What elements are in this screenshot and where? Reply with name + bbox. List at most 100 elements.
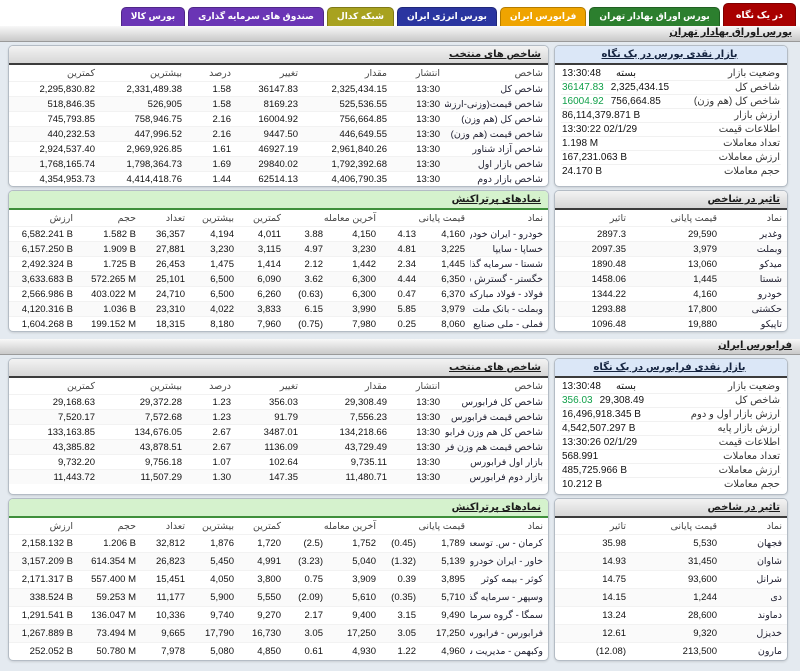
ifb-impact-header: تاثیر در شاخص — [555, 499, 787, 518]
ifb-indices-title[interactable]: شاخص های منتخب — [449, 362, 541, 373]
tab-commodity[interactable]: بورس کالا — [120, 7, 186, 26]
value-cell: 756,664.85 — [303, 111, 392, 127]
value-cell: 23,310 — [141, 301, 190, 317]
value-cell: 1.69 — [187, 156, 236, 172]
tab-tse[interactable]: بورس اوراق بهادار تهران — [589, 7, 720, 26]
symbol-link[interactable]: شستا — [722, 271, 787, 287]
value-cell: 43,878.51 — [100, 439, 187, 455]
symbol-link[interactable]: شاخص قیمت هم وزن فرابورس — [445, 439, 548, 455]
symbol-link[interactable]: میدکو — [722, 256, 787, 272]
column-header: مقدار — [364, 67, 387, 79]
value-cell: 24,710 — [141, 286, 190, 302]
symbol-link[interactable]: وسپهر - سرمایه گذاری مالی سپهرصادرات — [470, 588, 548, 607]
tab-codal[interactable]: شبکه کدال — [326, 7, 394, 26]
value-cell: 29,372.28 — [100, 394, 187, 410]
value-cell: 2897.3 — [555, 226, 631, 242]
value-cell: 9,665 — [141, 624, 190, 643]
ifb-impact-title[interactable]: تاثیر در شاخص — [707, 502, 780, 513]
symbol-link[interactable]: سمگا - گروه سرمایه گذاری میرات فرهنگی — [470, 606, 548, 625]
value-cell: 3,990 — [328, 301, 381, 317]
value-cell: 3.88 — [286, 226, 328, 242]
symbol-link[interactable]: خودرو — [722, 286, 787, 302]
tab-overview[interactable]: در یک نگاه — [722, 3, 796, 26]
symbol-link[interactable]: شاخص کل فرابورس — [445, 394, 548, 410]
symbol-link[interactable]: فملی - ملی صنایع مس ایران — [470, 316, 548, 331]
symbol-link[interactable]: وبملت - بانک ملت — [470, 301, 548, 317]
glance-number: 13:30:22 02/1/29 — [562, 124, 638, 135]
symbol-link[interactable]: شرانل — [722, 570, 787, 589]
symbol-link[interactable]: شاخص کل — [445, 81, 548, 97]
value-cell: 6,090 — [239, 271, 286, 287]
symbol-link[interactable]: حکشتی — [722, 301, 787, 317]
symbol-link[interactable]: وبملت — [722, 241, 787, 257]
tab-energy[interactable]: بورس انرژی ایران — [396, 7, 497, 26]
glance-value: 568.991 — [562, 451, 598, 462]
tse-actives-title[interactable]: نمادهای پرتراکنش — [451, 194, 541, 205]
symbol-link[interactable]: وغدیر — [722, 226, 787, 242]
value-cell: 17,790 — [190, 624, 239, 643]
value-cell: 0.61 — [286, 642, 328, 660]
value-cell: 1.61 — [187, 141, 236, 157]
symbol-link[interactable]: شاوان — [722, 552, 787, 571]
ifb-actives-title[interactable]: نمادهای پرتراکنش — [451, 502, 541, 513]
symbol-link[interactable]: شاخص قیمت (هم وزن) — [445, 126, 548, 142]
value-cell: 102.64 — [236, 454, 303, 470]
symbol-link[interactable]: شاخص آزاد شناور — [445, 141, 548, 157]
table-row: فجهان 5,530 35.98 — [555, 534, 787, 553]
symbol-link[interactable]: وکبهمن - مدیریت سرمایه گذاری کوثربهمن — [470, 642, 548, 660]
tse-impact-title[interactable]: تاثیر در شاخص — [707, 194, 780, 205]
value-cell: 1.23 — [187, 409, 236, 425]
ifb-glance-title[interactable]: بازار نقدی فرابورس در یک نگاه — [593, 362, 746, 373]
symbol-link[interactable]: شاخص بازار دوم — [445, 171, 548, 186]
tse-actives-header: نمادهای پرتراکنش — [9, 191, 548, 210]
value-cell: 13:30 — [392, 126, 445, 142]
value-cell: 15,451 — [141, 570, 190, 589]
value-cell: 10,336 — [141, 606, 190, 625]
column-header — [286, 210, 328, 227]
value-cell: 32,812 — [141, 534, 190, 553]
symbol-link[interactable]: فجهان — [722, 534, 787, 553]
symbol-link[interactable]: شاخص قیمت فرابورس — [445, 409, 548, 425]
section-title-tse[interactable]: بورس اوراق بهادار تهران — [669, 27, 792, 38]
symbol-link[interactable]: بازار اول فرابورس — [445, 454, 548, 470]
value-cell: 2,331,489.38 — [100, 81, 187, 97]
table-row: شاخص بازار اول 13:30 1,792,392.68 29840.02 1… — [9, 156, 548, 172]
symbol-link[interactable]: فولاد - فولاد مبارکه اصفهان — [470, 286, 548, 302]
symbol-link[interactable]: خاور - ایران خودرو دیزل — [470, 552, 548, 571]
section-title-ifb[interactable]: فرابورس ایران — [718, 340, 792, 351]
value-cell: 1,442 — [328, 256, 381, 272]
symbol-link[interactable]: بازار دوم فرابورس — [445, 469, 548, 484]
symbol-link[interactable]: خودرو - ایران خودرو — [470, 226, 548, 242]
symbol-link[interactable]: شاخص کل هم وزن فرابورس — [445, 424, 548, 440]
tab-ifb[interactable]: فرابورس ایران — [499, 7, 587, 26]
symbol-link[interactable]: خساپا - سایپا — [470, 241, 548, 257]
symbol-link[interactable]: خدیزل — [722, 624, 787, 643]
symbol-link[interactable]: دی — [722, 588, 787, 607]
symbol-link[interactable]: کوثر - بیمه کوثر — [470, 570, 548, 589]
tse-indices-table: شاخص انتشار مقدار تغییر درصد بیشترین کمترین شاخ… — [9, 65, 548, 186]
value-cell: 1,414 — [239, 256, 286, 272]
tab-funds[interactable]: صندوق های سرمایه گذاری — [188, 7, 324, 26]
symbol-link[interactable]: شاخص بازار اول — [445, 156, 548, 172]
glance-row: ارزش معاملات 485,725.966 B — [561, 464, 781, 478]
ifb-indices-table: شاخص انتشار مقدار تغییر درصد بیشترین کمترین شاخ… — [9, 378, 548, 484]
glance-value: 756,664.85 16004.92 — [562, 96, 661, 107]
symbol-link[interactable]: شاخص کل (هم وزن) — [445, 111, 548, 127]
value-cell: 3,633.683 B — [9, 271, 78, 287]
value-cell: 136.047 M — [78, 606, 141, 625]
value-cell: 1.582 B — [78, 226, 141, 242]
symbol-link[interactable]: کرمان - س. توسعه و عمران استان کرمان — [470, 534, 548, 553]
symbol-link[interactable]: دماوند — [722, 606, 787, 625]
glance-label: شاخص کل — [735, 82, 780, 93]
symbol-link[interactable]: مارون — [722, 642, 787, 660]
symbol-link[interactable]: خگستر - گسترش سرمایه گذاری ایران خودرو — [470, 271, 548, 287]
value-cell: 3,895 — [421, 570, 470, 589]
value-cell: 29840.02 — [236, 156, 303, 172]
tse-indices-title[interactable]: شاخص های منتخب — [449, 49, 541, 60]
tse-glance-title[interactable]: بازار نقدی بورس در یک نگاه — [601, 49, 738, 60]
symbol-link[interactable]: فرابورس - فرابورس ایران — [470, 624, 548, 643]
symbol-link[interactable]: شستا - سرمایه گذاری تامین اجتماعی — [470, 256, 548, 272]
symbol-link[interactable]: تاپیکو — [722, 316, 787, 331]
value-cell: 1.07 — [187, 454, 236, 470]
symbol-link[interactable]: شاخص قیمت(وزنی-ارزشی) — [445, 96, 548, 112]
